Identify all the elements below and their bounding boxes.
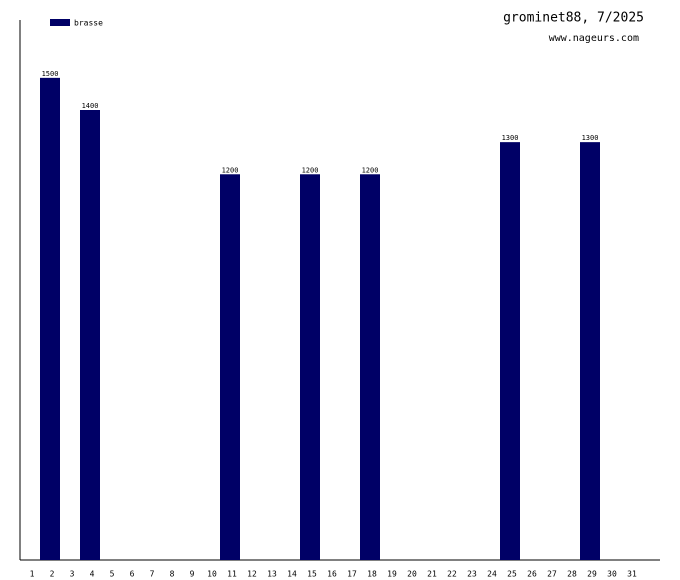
value-label: 1300 [582, 134, 599, 142]
value-label: 1300 [502, 134, 519, 142]
x-tick-label: 2 [50, 570, 55, 579]
value-label: 1200 [302, 166, 319, 174]
x-tick-label: 9 [190, 570, 195, 579]
x-tick-label: 19 [387, 570, 397, 579]
x-tick-label: 11 [227, 570, 237, 579]
bar [500, 142, 520, 560]
bar [360, 174, 380, 561]
x-tick-label: 10 [207, 570, 217, 579]
x-tick-label: 13 [267, 570, 277, 579]
x-tick-label: 22 [447, 570, 457, 579]
x-tick-label: 24 [487, 570, 497, 579]
value-label: 1200 [222, 166, 239, 174]
x-tick-label: 4 [90, 570, 95, 579]
chart-title: grominet88, 7/2025 [503, 11, 644, 26]
x-tick-label: 26 [527, 570, 537, 579]
x-tick-label: 15 [307, 570, 317, 579]
bar [220, 174, 240, 561]
x-tick-label: 21 [427, 570, 437, 579]
x-tick-label: 30 [607, 570, 617, 579]
x-tick-label: 27 [547, 570, 557, 579]
bar [300, 174, 320, 561]
value-label: 1400 [82, 102, 99, 110]
bar [40, 77, 60, 560]
x-tick-label: 1 [30, 570, 35, 579]
x-tick-label: 14 [287, 570, 297, 579]
legend-label: brasse [74, 19, 103, 28]
x-tick-label: 29 [587, 570, 597, 579]
x-tick-label: 20 [407, 570, 417, 579]
x-tick-label: 17 [347, 570, 357, 579]
x-tick-label: 12 [247, 570, 257, 579]
bar [580, 142, 600, 560]
x-tick-label: 16 [327, 570, 337, 579]
legend-swatch [50, 19, 70, 26]
chart-subtitle: www.nageurs.com [549, 33, 639, 44]
x-tick-label: 3 [70, 570, 75, 579]
bar [80, 110, 100, 560]
x-tick-label: 7 [150, 570, 155, 579]
x-tick-label: 5 [110, 570, 115, 579]
x-tick-label: 8 [170, 570, 175, 579]
x-tick-label: 18 [367, 570, 377, 579]
x-tick-label: 28 [567, 570, 577, 579]
x-tick-label: 6 [130, 570, 135, 579]
value-label: 1200 [362, 166, 379, 174]
x-tick-label: 25 [507, 570, 517, 579]
value-label: 1500 [42, 70, 59, 78]
x-tick-label: 23 [467, 570, 477, 579]
x-tick-label: 31 [627, 570, 637, 579]
